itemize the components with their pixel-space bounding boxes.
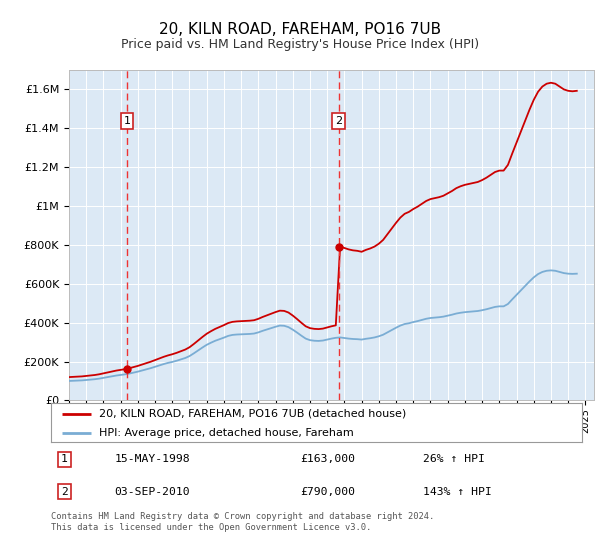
Text: £790,000: £790,000 [301, 487, 356, 497]
Text: 03-SEP-2010: 03-SEP-2010 [115, 487, 190, 497]
Text: HPI: Average price, detached house, Fareham: HPI: Average price, detached house, Fare… [99, 428, 353, 437]
Text: Price paid vs. HM Land Registry's House Price Index (HPI): Price paid vs. HM Land Registry's House … [121, 38, 479, 50]
Text: £163,000: £163,000 [301, 454, 356, 464]
Text: 2: 2 [335, 116, 342, 126]
Text: 2: 2 [61, 487, 68, 497]
Text: Contains HM Land Registry data © Crown copyright and database right 2024.
This d: Contains HM Land Registry data © Crown c… [51, 512, 434, 532]
Text: 20, KILN ROAD, FAREHAM, PO16 7UB: 20, KILN ROAD, FAREHAM, PO16 7UB [159, 22, 441, 38]
Text: 15-MAY-1998: 15-MAY-1998 [115, 454, 190, 464]
Text: 143% ↑ HPI: 143% ↑ HPI [422, 487, 491, 497]
Text: 1: 1 [124, 116, 131, 126]
Text: 20, KILN ROAD, FAREHAM, PO16 7UB (detached house): 20, KILN ROAD, FAREHAM, PO16 7UB (detach… [99, 409, 406, 419]
Text: 26% ↑ HPI: 26% ↑ HPI [422, 454, 485, 464]
Text: 1: 1 [61, 454, 68, 464]
